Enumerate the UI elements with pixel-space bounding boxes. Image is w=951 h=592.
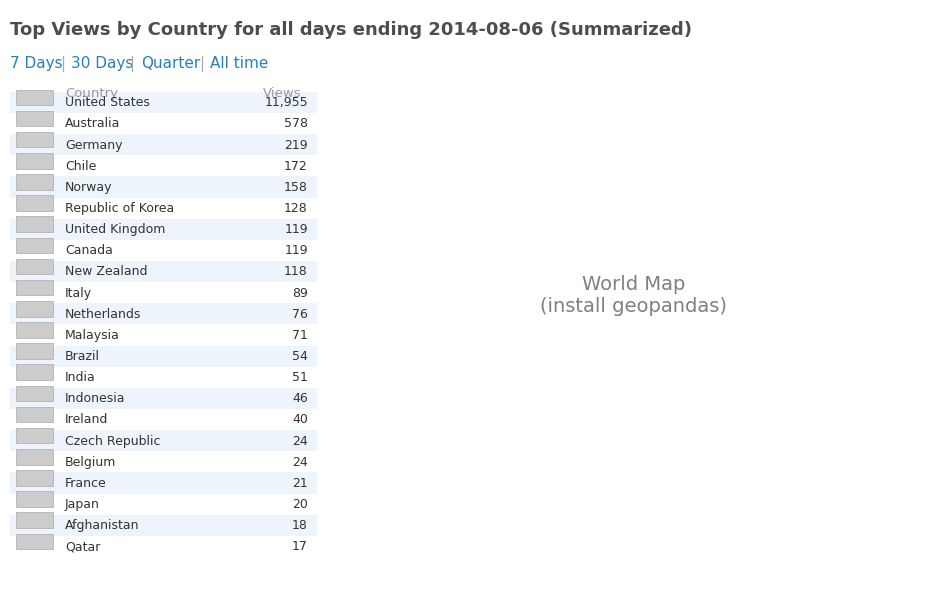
Text: 11,955: 11,955 [264, 96, 308, 109]
Text: 578: 578 [283, 117, 308, 130]
Text: 118: 118 [284, 265, 308, 278]
Text: |: | [199, 56, 204, 72]
FancyBboxPatch shape [10, 92, 317, 113]
Text: United Kingdom: United Kingdom [65, 223, 165, 236]
Text: Indonesia: Indonesia [65, 392, 126, 406]
FancyBboxPatch shape [15, 365, 52, 380]
FancyBboxPatch shape [15, 449, 52, 465]
Text: Czech Republic: Czech Republic [65, 435, 161, 448]
Text: Republic of Korea: Republic of Korea [65, 202, 174, 215]
Text: Qatar: Qatar [65, 540, 100, 554]
FancyBboxPatch shape [15, 237, 52, 253]
Text: 40: 40 [292, 413, 308, 426]
Text: All time: All time [210, 56, 268, 71]
Text: 89: 89 [292, 287, 308, 300]
FancyBboxPatch shape [15, 174, 52, 189]
Text: 18: 18 [292, 519, 308, 532]
Text: New Zealand: New Zealand [65, 265, 147, 278]
FancyBboxPatch shape [10, 134, 317, 155]
Text: 119: 119 [284, 223, 308, 236]
Text: 219: 219 [284, 139, 308, 152]
Text: United States: United States [65, 96, 149, 109]
Text: 76: 76 [292, 308, 308, 321]
Text: 20: 20 [292, 498, 308, 511]
FancyBboxPatch shape [15, 470, 52, 486]
Text: Netherlands: Netherlands [65, 308, 142, 321]
FancyBboxPatch shape [10, 430, 317, 451]
Text: Chile: Chile [65, 160, 96, 173]
FancyBboxPatch shape [10, 261, 317, 282]
Text: 24: 24 [292, 456, 308, 469]
FancyBboxPatch shape [15, 385, 52, 401]
FancyBboxPatch shape [15, 217, 52, 232]
Text: 54: 54 [292, 350, 308, 363]
Text: 128: 128 [284, 202, 308, 215]
Text: 158: 158 [284, 181, 308, 194]
FancyBboxPatch shape [10, 346, 317, 366]
Text: 46: 46 [292, 392, 308, 406]
FancyBboxPatch shape [10, 472, 317, 494]
FancyBboxPatch shape [15, 322, 52, 337]
Text: Belgium: Belgium [65, 456, 116, 469]
FancyBboxPatch shape [15, 259, 52, 274]
FancyBboxPatch shape [15, 513, 52, 528]
Text: Brazil: Brazil [65, 350, 100, 363]
FancyBboxPatch shape [10, 176, 317, 198]
Text: |: | [60, 56, 65, 72]
FancyBboxPatch shape [15, 195, 52, 211]
FancyBboxPatch shape [15, 428, 52, 443]
FancyBboxPatch shape [15, 153, 52, 169]
Text: Malaysia: Malaysia [65, 329, 120, 342]
Text: France: France [65, 477, 107, 490]
Text: 51: 51 [292, 371, 308, 384]
Text: Japan: Japan [65, 498, 100, 511]
FancyBboxPatch shape [15, 280, 52, 295]
Text: Italy: Italy [65, 287, 92, 300]
Text: Top Views by Country for all days ending 2014-08-06 (Summarized): Top Views by Country for all days ending… [10, 21, 691, 38]
Text: 17: 17 [292, 540, 308, 554]
FancyBboxPatch shape [10, 388, 317, 409]
Text: Afghanistan: Afghanistan [65, 519, 140, 532]
Text: India: India [65, 371, 96, 384]
Text: 7 Days: 7 Days [10, 56, 62, 71]
Text: Canada: Canada [65, 244, 113, 258]
Text: Norway: Norway [65, 181, 112, 194]
Text: 172: 172 [284, 160, 308, 173]
Text: Germany: Germany [65, 139, 123, 152]
Text: Country: Country [65, 87, 118, 100]
FancyBboxPatch shape [15, 491, 52, 507]
FancyBboxPatch shape [10, 514, 317, 536]
Text: Australia: Australia [65, 117, 120, 130]
Text: 30 Days: 30 Days [71, 56, 134, 71]
FancyBboxPatch shape [15, 407, 52, 422]
FancyBboxPatch shape [15, 533, 52, 549]
Text: 119: 119 [284, 244, 308, 258]
Text: World Map
(install geopandas): World Map (install geopandas) [540, 275, 728, 317]
Text: |: | [129, 56, 134, 72]
Text: Quarter: Quarter [141, 56, 200, 71]
FancyBboxPatch shape [15, 343, 52, 359]
FancyBboxPatch shape [10, 303, 317, 324]
Text: Ireland: Ireland [65, 413, 108, 426]
Text: 21: 21 [292, 477, 308, 490]
FancyBboxPatch shape [15, 132, 52, 147]
FancyBboxPatch shape [15, 111, 52, 126]
Text: Views: Views [263, 87, 301, 100]
FancyBboxPatch shape [10, 218, 317, 240]
FancyBboxPatch shape [15, 89, 52, 105]
FancyBboxPatch shape [15, 301, 52, 317]
Text: 24: 24 [292, 435, 308, 448]
Text: 71: 71 [292, 329, 308, 342]
